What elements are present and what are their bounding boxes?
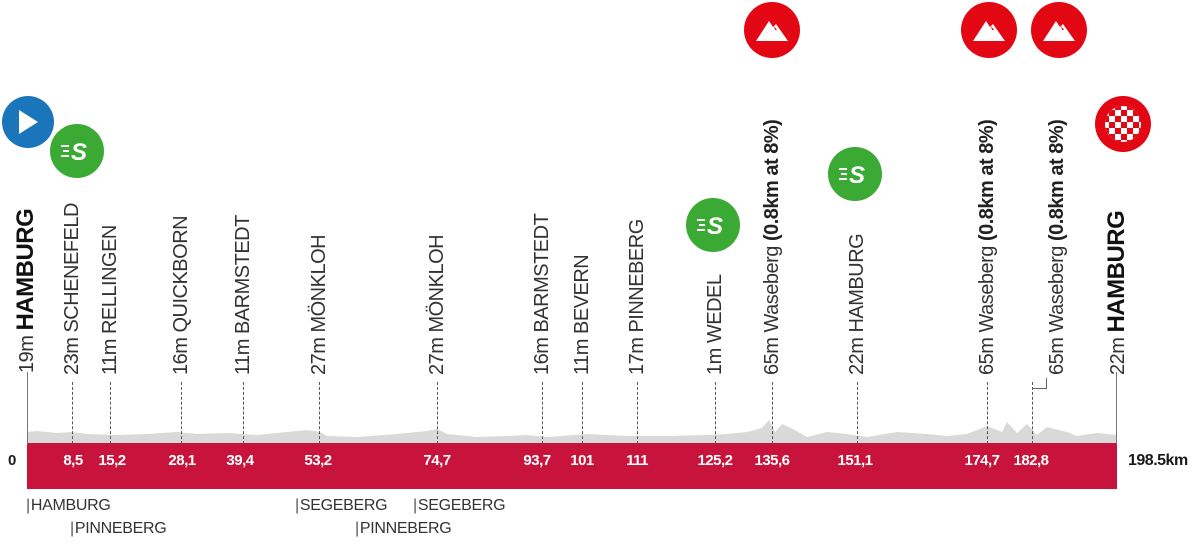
region-label: HAMBURG <box>26 497 111 515</box>
label-bracket <box>1046 378 1047 389</box>
elevation-profile <box>27 420 1117 444</box>
checkpoint-line <box>637 382 638 444</box>
checkpoint-line <box>319 382 320 444</box>
svg-text:S: S <box>71 139 87 163</box>
total-distance-label: 198.5km <box>1128 452 1188 469</box>
checkpoint-line <box>1032 382 1033 444</box>
km-label: 125,2 <box>697 452 733 469</box>
finish-icon <box>1095 96 1151 152</box>
km-label: 135,6 <box>754 452 790 469</box>
sprint-icon: S <box>50 124 104 178</box>
sprint-icon: S <box>828 147 882 201</box>
checkpoint-line <box>110 382 111 444</box>
distance-bar <box>27 443 1117 489</box>
zero-label: 0 <box>8 452 17 469</box>
km-label: 39,4 <box>226 452 254 469</box>
region-label: PINNEBERG <box>355 520 452 538</box>
checkpoint-line <box>987 382 988 444</box>
label-bracket <box>1032 388 1046 389</box>
climb-icon <box>1031 2 1087 58</box>
checkpoint-line <box>542 382 543 444</box>
checkpoint-line <box>243 382 244 444</box>
region-label: SEGEBERG <box>413 497 506 515</box>
checkpoint-line <box>181 382 182 444</box>
checkpoint-line <box>582 382 583 444</box>
km-label: 93,7 <box>523 452 551 469</box>
km-label: 101 <box>570 452 594 469</box>
checkpoint-line <box>72 382 73 444</box>
checkpoint-line <box>772 382 773 444</box>
km-label: 53,2 <box>304 452 332 469</box>
km-label: 28,1 <box>168 452 196 469</box>
km-label: 15,2 <box>98 452 126 469</box>
km-label: 111 <box>626 452 648 469</box>
km-label: 8,5 <box>63 452 83 469</box>
climb-icon <box>744 2 800 58</box>
svg-text:S: S <box>707 213 723 237</box>
km-label: 182,8 <box>1013 452 1049 469</box>
finish-line <box>1116 372 1117 444</box>
km-label: 74,7 <box>423 452 451 469</box>
start-line <box>27 372 28 444</box>
checkpoint-line <box>715 382 716 444</box>
checkpoint-line <box>857 382 858 444</box>
svg-text:S: S <box>849 162 865 186</box>
region-label: PINNEBERG <box>70 520 167 538</box>
region-label: SEGEBERG <box>295 497 388 515</box>
checkpoint-line <box>437 382 438 444</box>
km-label: 151,1 <box>837 452 873 469</box>
climb-icon <box>961 2 1017 58</box>
start-icon <box>2 96 54 148</box>
km-label: 174,7 <box>964 452 1000 469</box>
sprint-icon: S <box>686 198 740 252</box>
